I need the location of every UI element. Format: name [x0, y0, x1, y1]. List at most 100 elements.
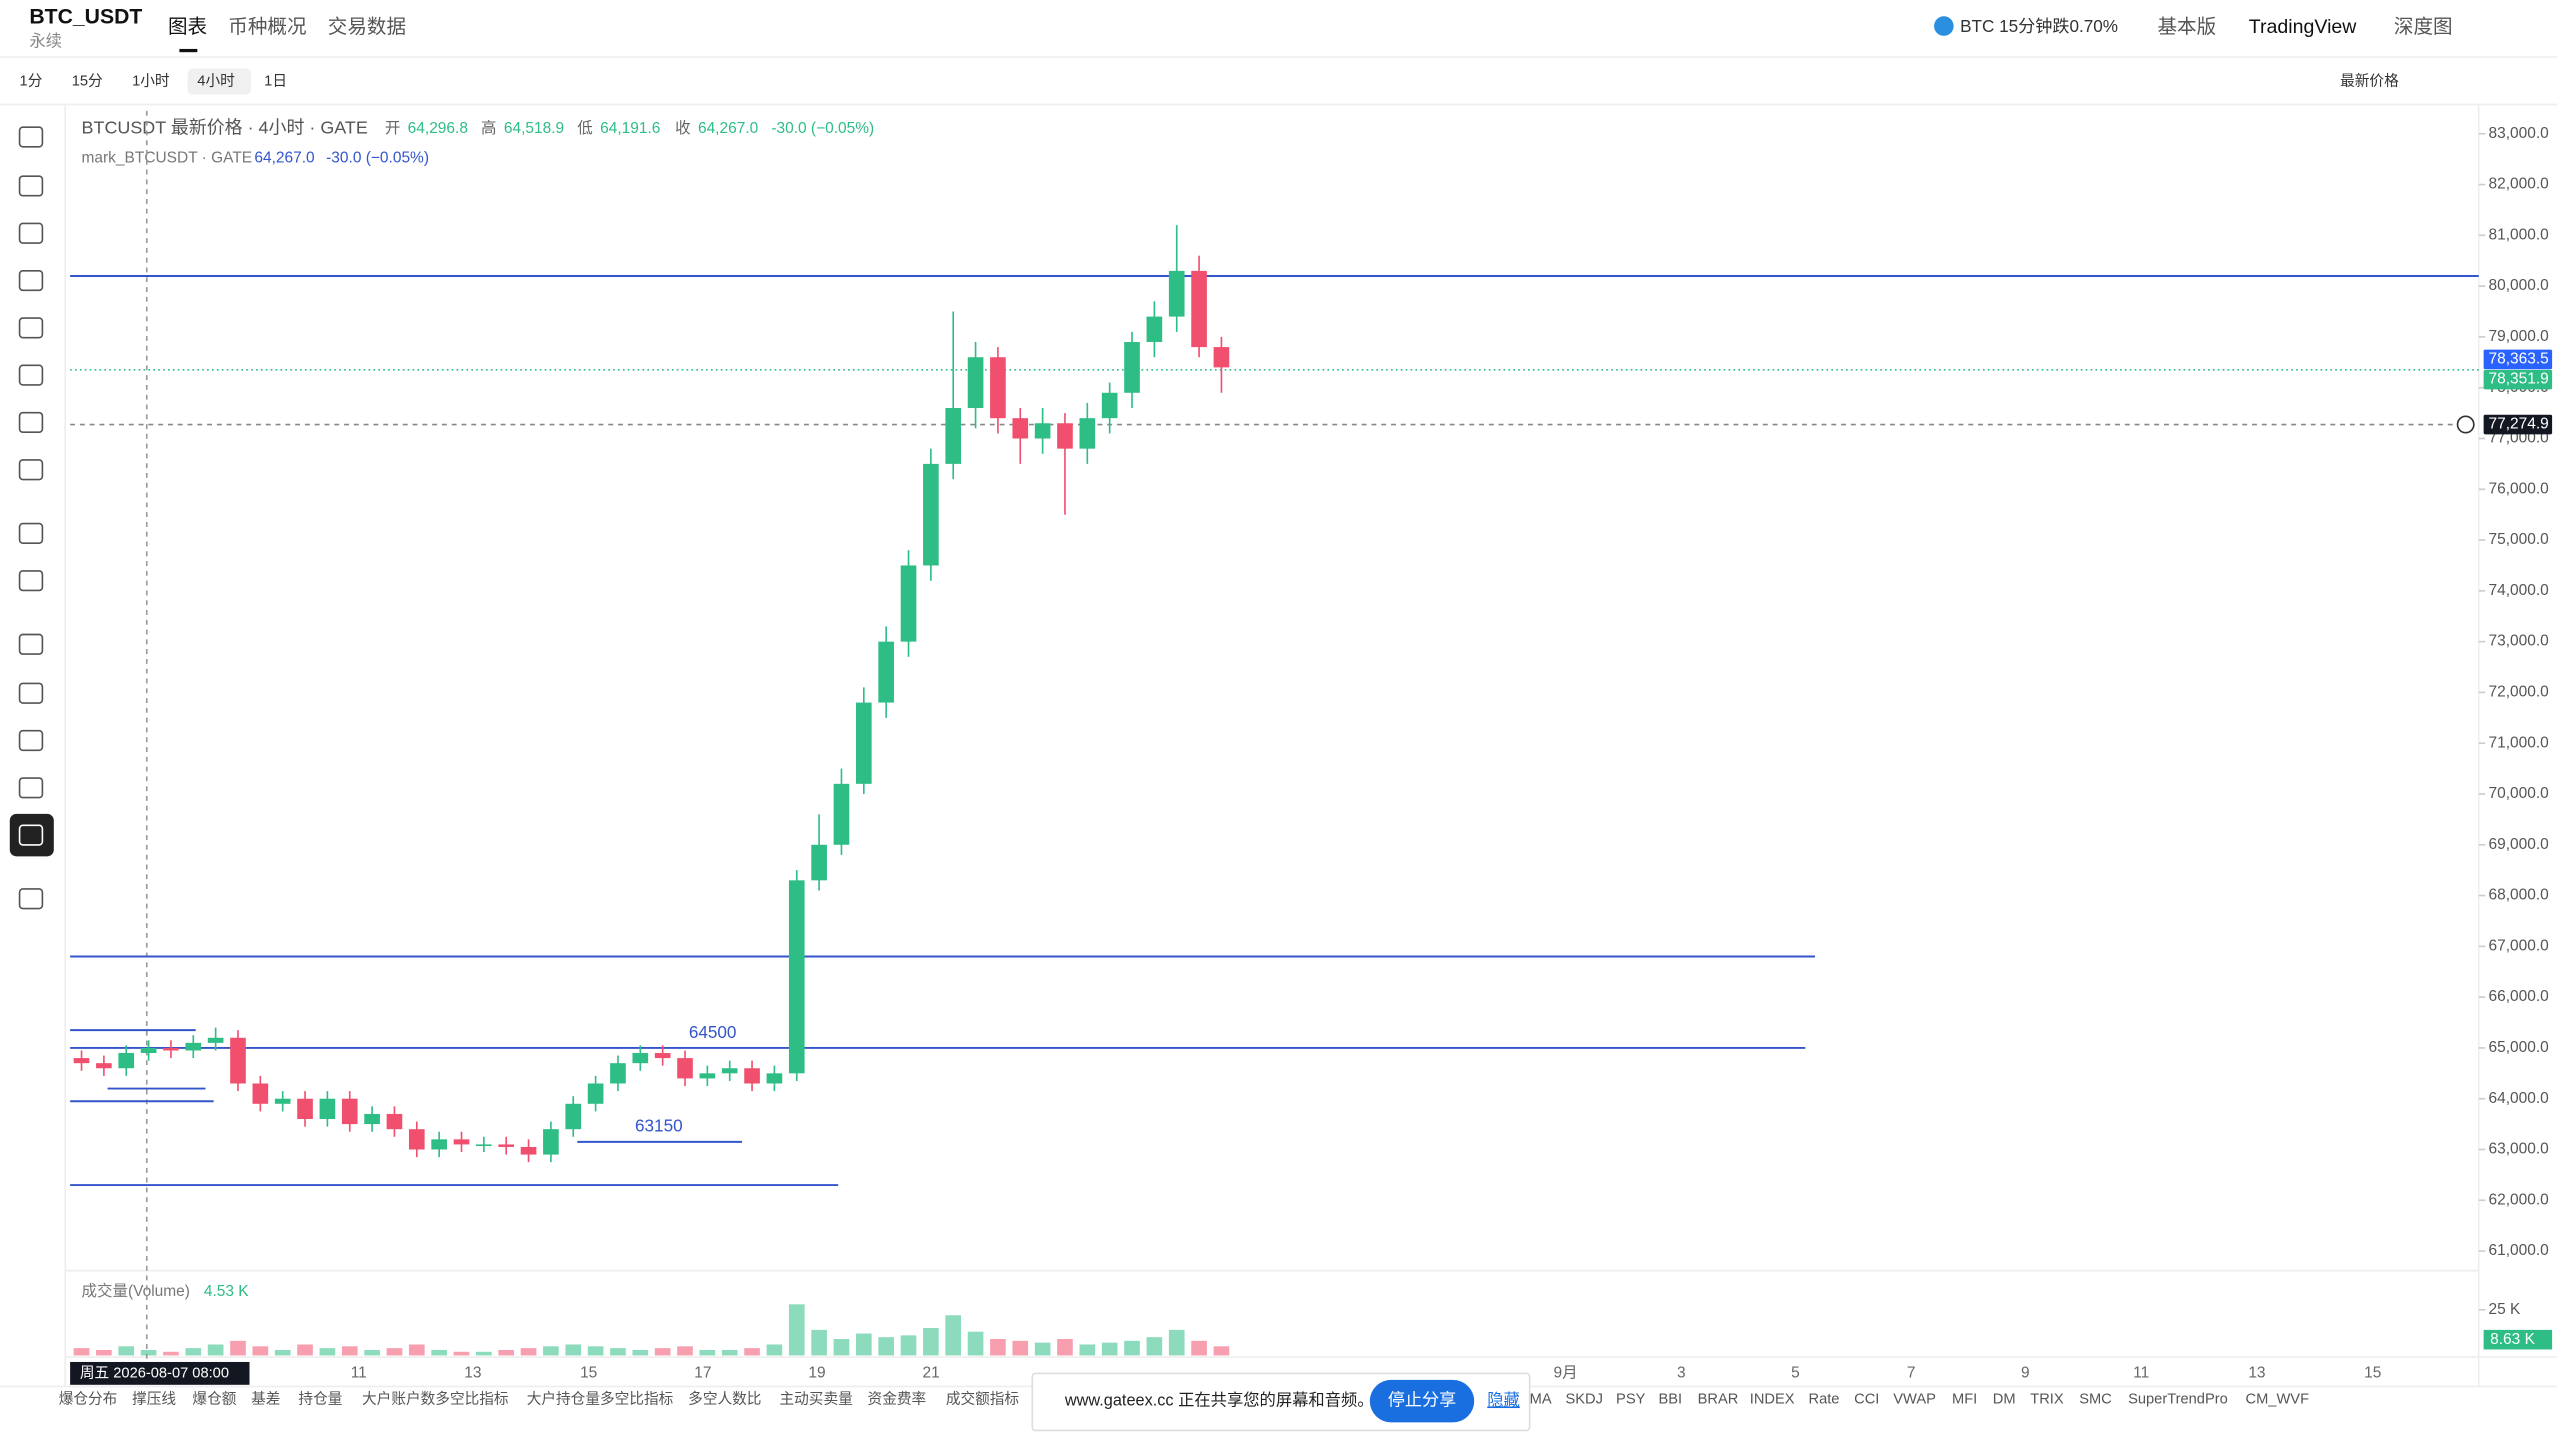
- y-tick-label: 67,000.0: [2489, 937, 2549, 954]
- volume-tick-label: 25 K: [2489, 1301, 2522, 1318]
- candle-body: [1079, 418, 1096, 449]
- tool-icon[interactable]: [18, 570, 44, 592]
- tool-icon[interactable]: [18, 222, 44, 244]
- interval[interactable]: 1分: [20, 72, 43, 89]
- indicator[interactable]: 爆仓分布: [59, 1390, 118, 1407]
- indicator[interactable]: BRAR: [1698, 1391, 1739, 1407]
- volume-bar: [1146, 1337, 1163, 1356]
- tab[interactable]: 交易数据: [328, 16, 406, 38]
- y-tick-label: 61,000.0: [2489, 1242, 2549, 1259]
- indicator[interactable]: SKDJ: [1566, 1391, 1603, 1407]
- y-tick-label: 71,000.0: [2489, 734, 2549, 751]
- indicator[interactable]: VWAP: [1893, 1391, 1936, 1407]
- candle-body: [185, 1042, 202, 1051]
- volume-bar: [1191, 1340, 1207, 1356]
- candle-body: [833, 783, 850, 845]
- indicator[interactable]: SuperTrendPro: [2128, 1391, 2228, 1407]
- x-tick-label: 9月: [1553, 1364, 1577, 1381]
- indicator[interactable]: PSY: [1616, 1391, 1646, 1407]
- ticker[interactable]: BTC 15分钟跌0.70%: [1960, 17, 2118, 36]
- indicator[interactable]: MFI: [1952, 1391, 1977, 1407]
- indicator[interactable]: CCI: [1854, 1391, 1879, 1407]
- tool-icon[interactable]: [18, 729, 44, 752]
- volume-bar: [431, 1349, 447, 1356]
- candle-body: [1213, 347, 1230, 368]
- volume-bar: [408, 1344, 425, 1356]
- indicator[interactable]: 基差: [251, 1390, 280, 1407]
- volume-bar: [565, 1344, 582, 1356]
- interval[interactable]: 1日: [264, 73, 287, 89]
- tool-icon[interactable]: [18, 269, 44, 292]
- y-tick-label: 76,000.0: [2489, 480, 2549, 497]
- volume-bar: [1101, 1342, 1118, 1356]
- candle-body: [73, 1058, 90, 1064]
- stop-share-btn[interactable]: [1369, 1379, 1475, 1423]
- candle-body: [923, 463, 939, 566]
- volume-bar: [319, 1348, 336, 1356]
- x-tick-label: 17: [694, 1364, 711, 1381]
- volume-bar: [923, 1328, 939, 1356]
- candle-body: [476, 1144, 492, 1147]
- crosshair-add[interactable]: [2456, 415, 2475, 434]
- tool-icon[interactable]: [18, 364, 44, 386]
- indicator[interactable]: BBI: [1658, 1391, 1682, 1407]
- candle-body: [721, 1068, 738, 1074]
- tool-icon[interactable]: [18, 317, 44, 339]
- indicator[interactable]: 爆仓额: [192, 1390, 236, 1407]
- indicator[interactable]: 成交额指标: [946, 1389, 1020, 1407]
- volume-bar: [207, 1344, 224, 1356]
- indicator[interactable]: DM: [1993, 1391, 2016, 1407]
- indicator[interactable]: 撑压线: [132, 1390, 176, 1407]
- x-tick-label: 11: [351, 1364, 367, 1381]
- indicator[interactable]: 大户账户数多空比指标: [362, 1390, 509, 1407]
- interval[interactable]: 1小时: [132, 72, 170, 89]
- hide-link[interactable]: 隐藏: [1487, 1391, 1520, 1409]
- indicator[interactable]: 主动买卖量: [779, 1390, 852, 1407]
- tool-icon[interactable]: [18, 459, 44, 481]
- indicator[interactable]: INDEX: [1750, 1391, 1795, 1407]
- ohlc-value: 64,191.6: [600, 120, 660, 137]
- indicator[interactable]: MA: [1530, 1391, 1552, 1407]
- indicator[interactable]: CM_WVF: [2246, 1391, 2310, 1407]
- ticker-icon: [1934, 16, 1954, 36]
- indicator[interactable]: TRIX: [2030, 1391, 2064, 1407]
- volume-bar: [230, 1340, 246, 1356]
- tool-icon[interactable]: [18, 175, 44, 197]
- tool-selected: [9, 813, 54, 857]
- ohlc-value: 64,267.0: [698, 120, 758, 137]
- tool-icon[interactable]: [18, 888, 44, 910]
- indicator[interactable]: SMC: [2079, 1391, 2112, 1407]
- tool-icon[interactable]: [18, 824, 44, 846]
- legend-title: BTCUSDT 最新价格 · 4小时 · GATE: [82, 118, 368, 138]
- candle-body: [1191, 270, 1207, 348]
- volume-bar: [632, 1349, 649, 1356]
- tool-icon[interactable]: [18, 126, 44, 148]
- interval[interactable]: 4小时: [197, 72, 235, 89]
- tool-icon[interactable]: [18, 633, 44, 655]
- tool-icon[interactable]: [18, 682, 44, 704]
- y-tick-label: 83,000.0: [2489, 125, 2549, 142]
- header-link[interactable]: TradingView: [2249, 16, 2358, 38]
- stop-share-label[interactable]: 停止分享: [1388, 1391, 1456, 1410]
- tab[interactable]: 图表: [168, 16, 207, 38]
- time-tag-label: 周五 2026-08-07 08:00: [80, 1364, 229, 1381]
- header-link[interactable]: 基本版: [2157, 16, 2216, 38]
- tool-icon[interactable]: [18, 522, 44, 544]
- tool-icon[interactable]: [18, 777, 44, 799]
- indicator[interactable]: 持仓量: [298, 1390, 342, 1407]
- y-tick-label: 80,000.0: [2489, 277, 2549, 294]
- price-source[interactable]: 最新价格: [2340, 72, 2399, 89]
- interval[interactable]: 15分: [72, 72, 103, 89]
- volume-bar: [252, 1346, 269, 1356]
- indicator[interactable]: 多空人数比: [688, 1390, 761, 1407]
- candle-body: [543, 1129, 559, 1155]
- indicator[interactable]: 资金费率: [868, 1390, 927, 1407]
- tab[interactable]: 币种概况: [228, 16, 306, 38]
- y-tick-label: 73,000.0: [2489, 633, 2549, 650]
- indicator[interactable]: 大户持仓量多空比指标: [527, 1390, 674, 1407]
- ohlc-value: 64,296.8: [408, 120, 468, 137]
- tool-icon[interactable]: [18, 411, 44, 434]
- header-link[interactable]: 深度图: [2394, 16, 2453, 38]
- indicator[interactable]: Rate: [1808, 1391, 1839, 1407]
